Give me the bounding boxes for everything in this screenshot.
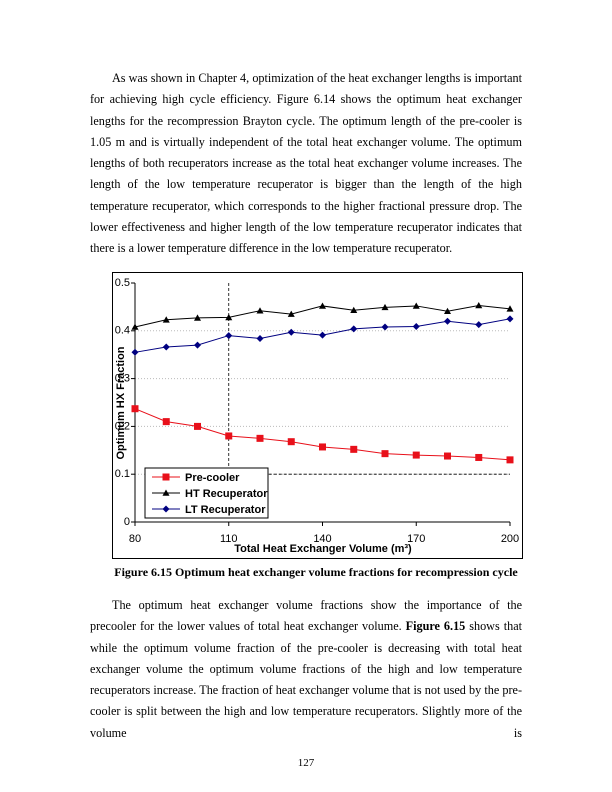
page-number: 127 [297, 757, 315, 769]
marker [412, 322, 420, 330]
legend-label: Pre-cooler [185, 472, 240, 484]
y-tick-label: 0.2 [115, 420, 130, 432]
marker [225, 432, 233, 440]
y-axis-label: Optimum HX Fraction [115, 346, 127, 459]
marker [506, 315, 514, 323]
marker [475, 321, 483, 329]
x-tick-label: 200 [501, 533, 519, 545]
marker [287, 310, 295, 317]
marker [131, 405, 139, 413]
y-tick-label: 0.4 [115, 325, 130, 337]
marker [506, 456, 514, 464]
marker [319, 302, 326, 309]
marker [256, 307, 264, 314]
marker [475, 453, 483, 461]
marker [131, 348, 139, 356]
marker [162, 316, 170, 323]
marker [412, 302, 420, 309]
marker [194, 422, 201, 430]
text: The optimum heat exchanger volume fracti… [90, 598, 522, 634]
figure-reference: Figure 6.15 [405, 619, 466, 634]
legend-marker [162, 473, 170, 481]
marker [381, 303, 389, 311]
marker [162, 418, 170, 426]
text: shows that while the optimum volume frac… [90, 619, 522, 740]
y-tick-label: 0 [124, 516, 130, 528]
x-tick-label: 80 [129, 533, 141, 545]
legend-label: LT Recuperator [185, 504, 266, 516]
paragraph: The optimum heat exchanger volume fracti… [90, 595, 522, 744]
marker [444, 317, 451, 325]
marker [287, 438, 295, 446]
legend-marker [162, 489, 170, 496]
marker [225, 332, 233, 340]
legend-marker [162, 505, 170, 513]
marker [319, 331, 326, 339]
marker [162, 343, 170, 351]
marker [350, 306, 358, 314]
marker [319, 443, 326, 451]
marker [350, 445, 358, 453]
x-tick-label: 140 [313, 533, 331, 545]
marker [506, 305, 514, 312]
text: As was shown in Chapter 4, optimization … [90, 71, 522, 256]
x-tick-label: 110 [220, 533, 238, 545]
marker [444, 307, 451, 315]
marker [412, 451, 420, 459]
marker [381, 323, 389, 331]
marker [444, 452, 451, 460]
marker [287, 328, 295, 336]
x-tick-label: 170 [407, 533, 425, 545]
y-tick-label: 0.1 [115, 468, 130, 480]
marker [194, 341, 201, 349]
marker [350, 325, 358, 333]
paragraph: As was shown in Chapter 4, optimization … [90, 68, 522, 260]
y-tick-label: 0.3 [115, 373, 130, 385]
marker [256, 334, 264, 342]
chart: Optimum HX Fraction Total Heat Exchanger… [112, 272, 523, 559]
y-tick-label: 0.5 [115, 277, 130, 289]
figure-caption: Figure 6.15 Optimum heat exchanger volum… [114, 565, 518, 579]
x-axis-label: Total Heat Exchanger Volume (m³) [234, 543, 412, 555]
marker [131, 323, 139, 330]
legend-label: HT Recuperator [185, 488, 268, 500]
marker [225, 313, 233, 321]
marker [381, 450, 389, 458]
marker [194, 314, 201, 321]
marker [475, 301, 483, 309]
marker [256, 434, 264, 442]
